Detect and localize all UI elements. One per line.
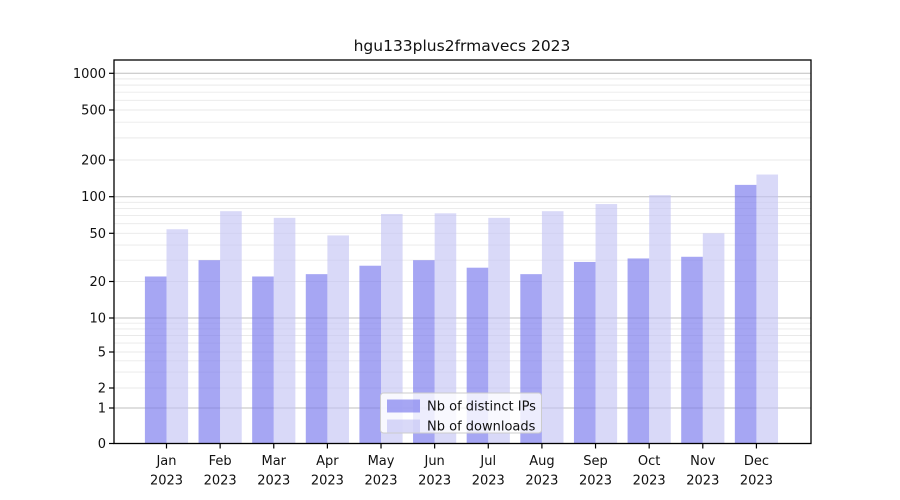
bar-distinct-ips-jan [144,276,167,444]
plot-border [113,59,812,445]
x-tick-label-month: Oct [638,454,660,469]
x-tick-label-year: 2023 [472,474,505,489]
x-tick-label-year: 2023 [525,474,558,489]
bar-downloads-oct [649,195,671,444]
x-tick-label-month: May [368,454,395,469]
x-tick-label-year: 2023 [364,474,397,489]
bar-downloads-feb [220,211,242,444]
x-tick-label-month: Feb [209,454,232,469]
y-tick-label: 100 [81,190,106,205]
x-tick-label-month: Sep [583,454,608,469]
bar-distinct-ips-apr [305,274,328,444]
x-tick-label-month: Apr [316,454,339,469]
legend-label-distinct-ips: Nb of distinct IPs [427,400,536,415]
y-tick-label: 20 [89,275,106,290]
y-tick-label: 500 [81,104,106,119]
legend-swatch-distinct-ips [387,399,420,413]
bar-distinct-ips-may [359,265,382,444]
x-tick-label-year: 2023 [311,474,344,489]
bar-downloads-nov [702,233,725,444]
x-tick-label-year: 2023 [740,474,773,489]
x-tick-label-year: 2023 [579,474,612,489]
y-tick-label: 0 [98,437,106,452]
bar-distinct-ips-feb [198,260,221,444]
bar-distinct-ips-sep [573,261,596,444]
x-tick-label-year: 2023 [150,474,183,489]
x-tick-label-month: Nov [690,454,716,469]
y-tick-label: 5 [98,346,106,361]
x-tick-label-month: Mar [261,454,286,469]
x-tick-label-month: Jun [423,454,444,469]
bar-downloads-may [381,214,403,444]
y-tick-label: 1 [98,402,106,417]
x-tick-label-month: Aug [529,454,554,469]
bar-downloads-jun [434,213,457,444]
y-tick-label: 1000 [73,67,106,82]
x-tick-label-month: Jul [479,454,496,469]
legend-label-downloads: Nb of downloads [427,420,536,435]
bar-downloads-aug [541,211,564,444]
bar-downloads-jan [166,229,189,444]
bar-downloads-dec [756,174,779,444]
legend: Nb of distinct IPs Nb of downloads [380,392,542,435]
x-tick-label-month: Jan [155,454,176,469]
x-tick-label-year: 2023 [257,474,290,489]
bar-distinct-ips-oct [627,258,650,444]
y-tick-label: 50 [89,227,106,242]
bar-downloads-sep [595,204,618,444]
chart-title: hgu133plus2frmavecs 2023 [354,37,571,55]
bar-distinct-ips-mar [252,276,274,444]
y-tick-label: 200 [81,154,106,169]
bar-downloads-jul [488,217,510,444]
bar-distinct-ips-nov [681,256,703,444]
bar-downloads-apr [327,235,349,444]
y-tick-label: 2 [98,382,106,397]
legend-swatch-downloads [387,419,420,433]
x-tick-label-month: Dec [744,454,769,469]
x-tick-label-year: 2023 [204,474,237,489]
legend-box [380,392,542,434]
x-tick-label-year: 2023 [418,474,451,489]
axis-layer: 0 1 2 5 10 20 50 100 200 500 1000 Jan 2023 Feb 2023 Mar… [73,59,812,489]
bar-downloads-mar [273,217,296,444]
y-tick-label: 10 [89,312,106,327]
bar-distinct-ips-dec [734,184,757,444]
x-tick-label-year: 2023 [686,474,719,489]
x-tick-label-year: 2023 [633,474,666,489]
